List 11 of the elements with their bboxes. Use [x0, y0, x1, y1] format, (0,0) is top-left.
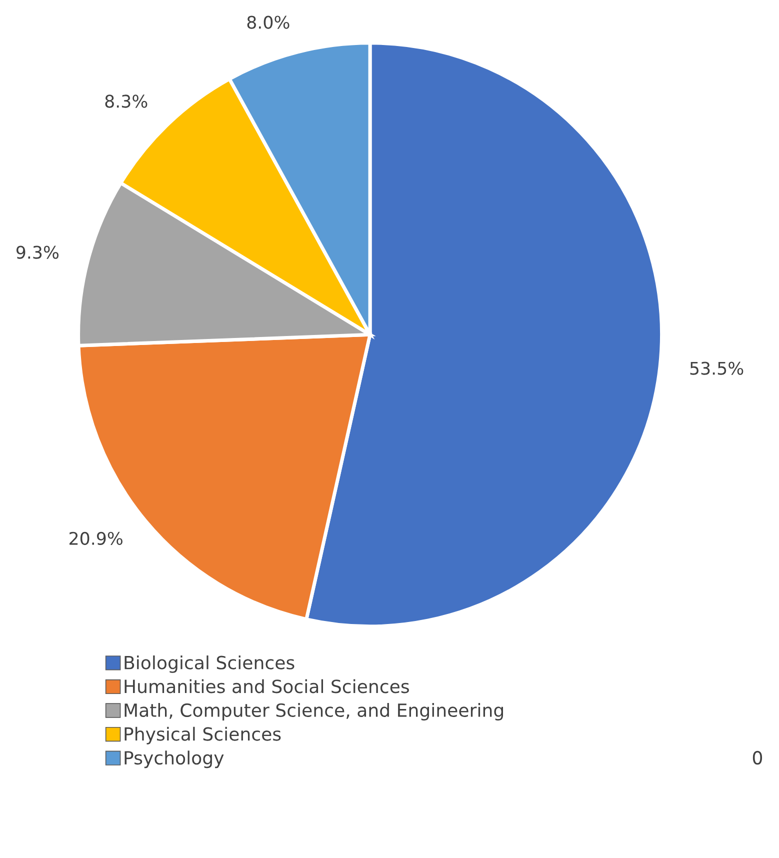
legend-label: Biological Sciences — [124, 655, 294, 673]
text: 0 — [752, 750, 762, 765]
legend-label: Psychology — [124, 750, 224, 768]
data-label: 8.0% — [247, 16, 290, 29]
data-label: 8.3% — [105, 94, 148, 108]
data-label: 20.9% — [70, 532, 122, 545]
data-label: 53.5% — [690, 362, 744, 375]
legend-label: Math, Computer Science, and Engineering — [124, 703, 503, 721]
legend-label: Humanities and Social Sciences — [124, 679, 409, 694]
legend-label: Physical Sciences — [124, 726, 281, 744]
data-label: 9.3% — [16, 246, 59, 259]
